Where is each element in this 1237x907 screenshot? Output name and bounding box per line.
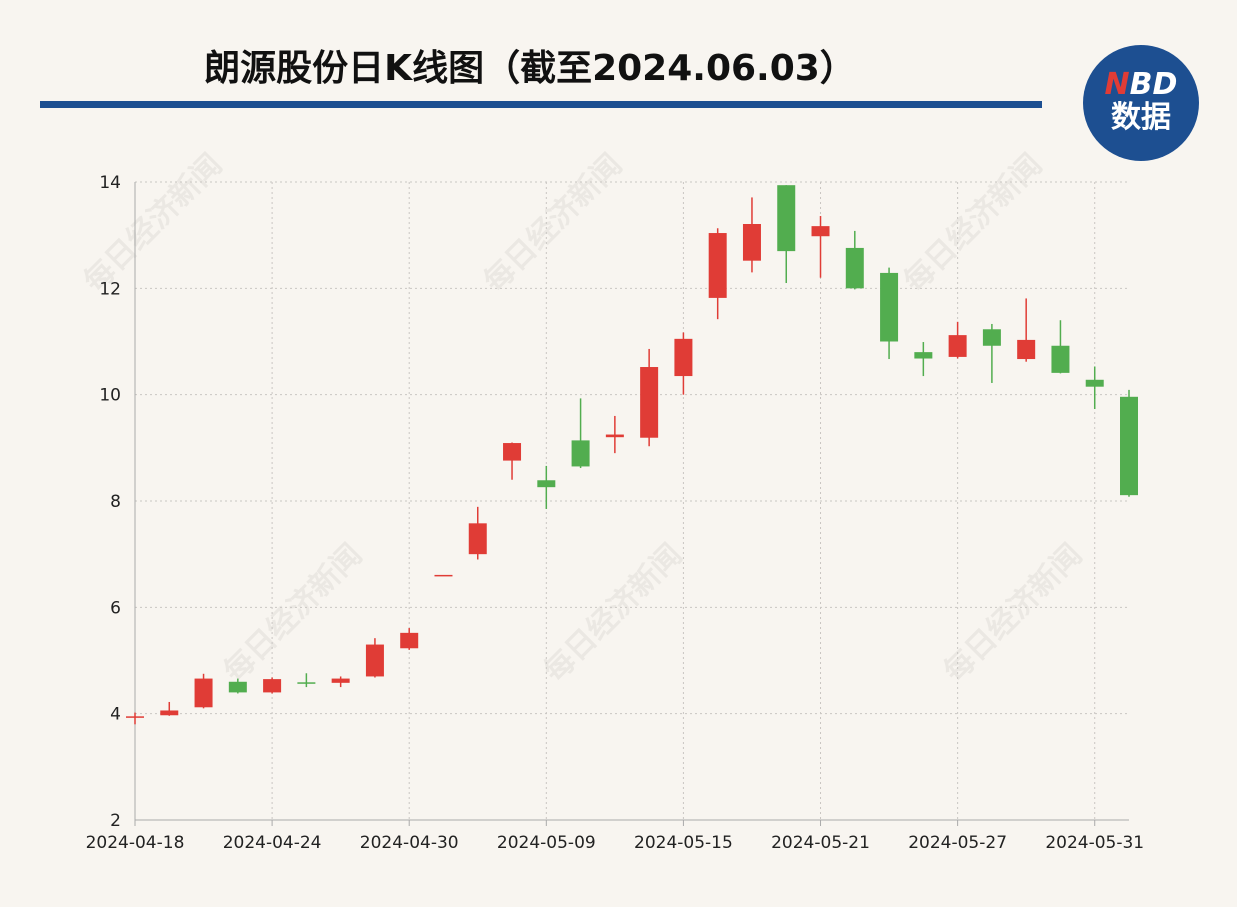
candle-body bbox=[571, 440, 590, 467]
watermark: 每日经济新闻 bbox=[477, 147, 629, 299]
candle-body bbox=[708, 233, 727, 298]
candle-body bbox=[263, 679, 282, 693]
candle-body bbox=[845, 247, 864, 289]
candle-body bbox=[160, 710, 179, 716]
logo-text: 数据 bbox=[1111, 100, 1171, 135]
y-tick-label: 2 bbox=[110, 811, 121, 831]
candle-body bbox=[126, 716, 144, 718]
candle-body bbox=[297, 682, 316, 684]
x-tick-label: 2024-05-15 bbox=[634, 833, 733, 853]
x-tick-label: 2024-05-09 bbox=[497, 833, 596, 853]
candle-body bbox=[194, 678, 213, 708]
y-tick-label: 4 bbox=[110, 705, 121, 725]
candle-body bbox=[605, 434, 624, 438]
watermark: 每日经济新闻 bbox=[217, 537, 369, 689]
candle-body bbox=[1085, 379, 1104, 387]
chart-title: 朗源股份日K线图（截至2024.06.03） bbox=[204, 48, 856, 89]
x-tick-label: 2024-05-31 bbox=[1045, 833, 1144, 853]
x-tick-label: 2024-04-30 bbox=[360, 833, 459, 853]
candle-body bbox=[365, 644, 384, 677]
watermark: 每日经济新闻 bbox=[537, 537, 689, 689]
candle-body bbox=[503, 443, 522, 461]
y-tick-label: 8 bbox=[110, 492, 121, 512]
y-tick-label: 6 bbox=[110, 598, 121, 618]
title-rule bbox=[40, 101, 1042, 108]
candle-body bbox=[777, 185, 796, 252]
candle-body bbox=[674, 338, 693, 377]
x-tick-label: 2024-05-21 bbox=[771, 833, 870, 853]
x-tick-label: 2024-04-24 bbox=[223, 833, 322, 853]
candle-body bbox=[434, 574, 453, 577]
watermark: 每日经济新闻 bbox=[897, 147, 1049, 299]
y-tick-label: 10 bbox=[99, 386, 121, 406]
candle-body bbox=[1120, 396, 1138, 496]
candle-body bbox=[1051, 345, 1070, 373]
watermark: 每日经济新闻 bbox=[937, 537, 1089, 689]
candle-body bbox=[811, 226, 830, 237]
candle-body bbox=[468, 523, 487, 555]
logo-brand: NBD bbox=[1104, 67, 1178, 102]
candle-body bbox=[948, 335, 967, 357]
candle-body bbox=[914, 352, 933, 359]
x-tick-label: 2024-04-18 bbox=[86, 833, 185, 853]
candle-body bbox=[537, 480, 556, 488]
y-tick-label: 14 bbox=[99, 173, 121, 193]
x-tick-label: 2024-05-27 bbox=[908, 833, 1007, 853]
candle-body bbox=[640, 367, 659, 438]
candle-body bbox=[331, 678, 350, 683]
candle-body bbox=[400, 632, 419, 649]
candle-body bbox=[1017, 339, 1036, 360]
y-tick-label: 12 bbox=[99, 279, 121, 299]
watermark: 每日经济新闻 bbox=[77, 147, 229, 299]
candle-body bbox=[880, 272, 899, 342]
candle-body bbox=[982, 329, 1001, 346]
logo: NBD 数据 bbox=[1083, 45, 1199, 161]
candle-body bbox=[742, 224, 761, 261]
candle-body bbox=[228, 681, 247, 693]
